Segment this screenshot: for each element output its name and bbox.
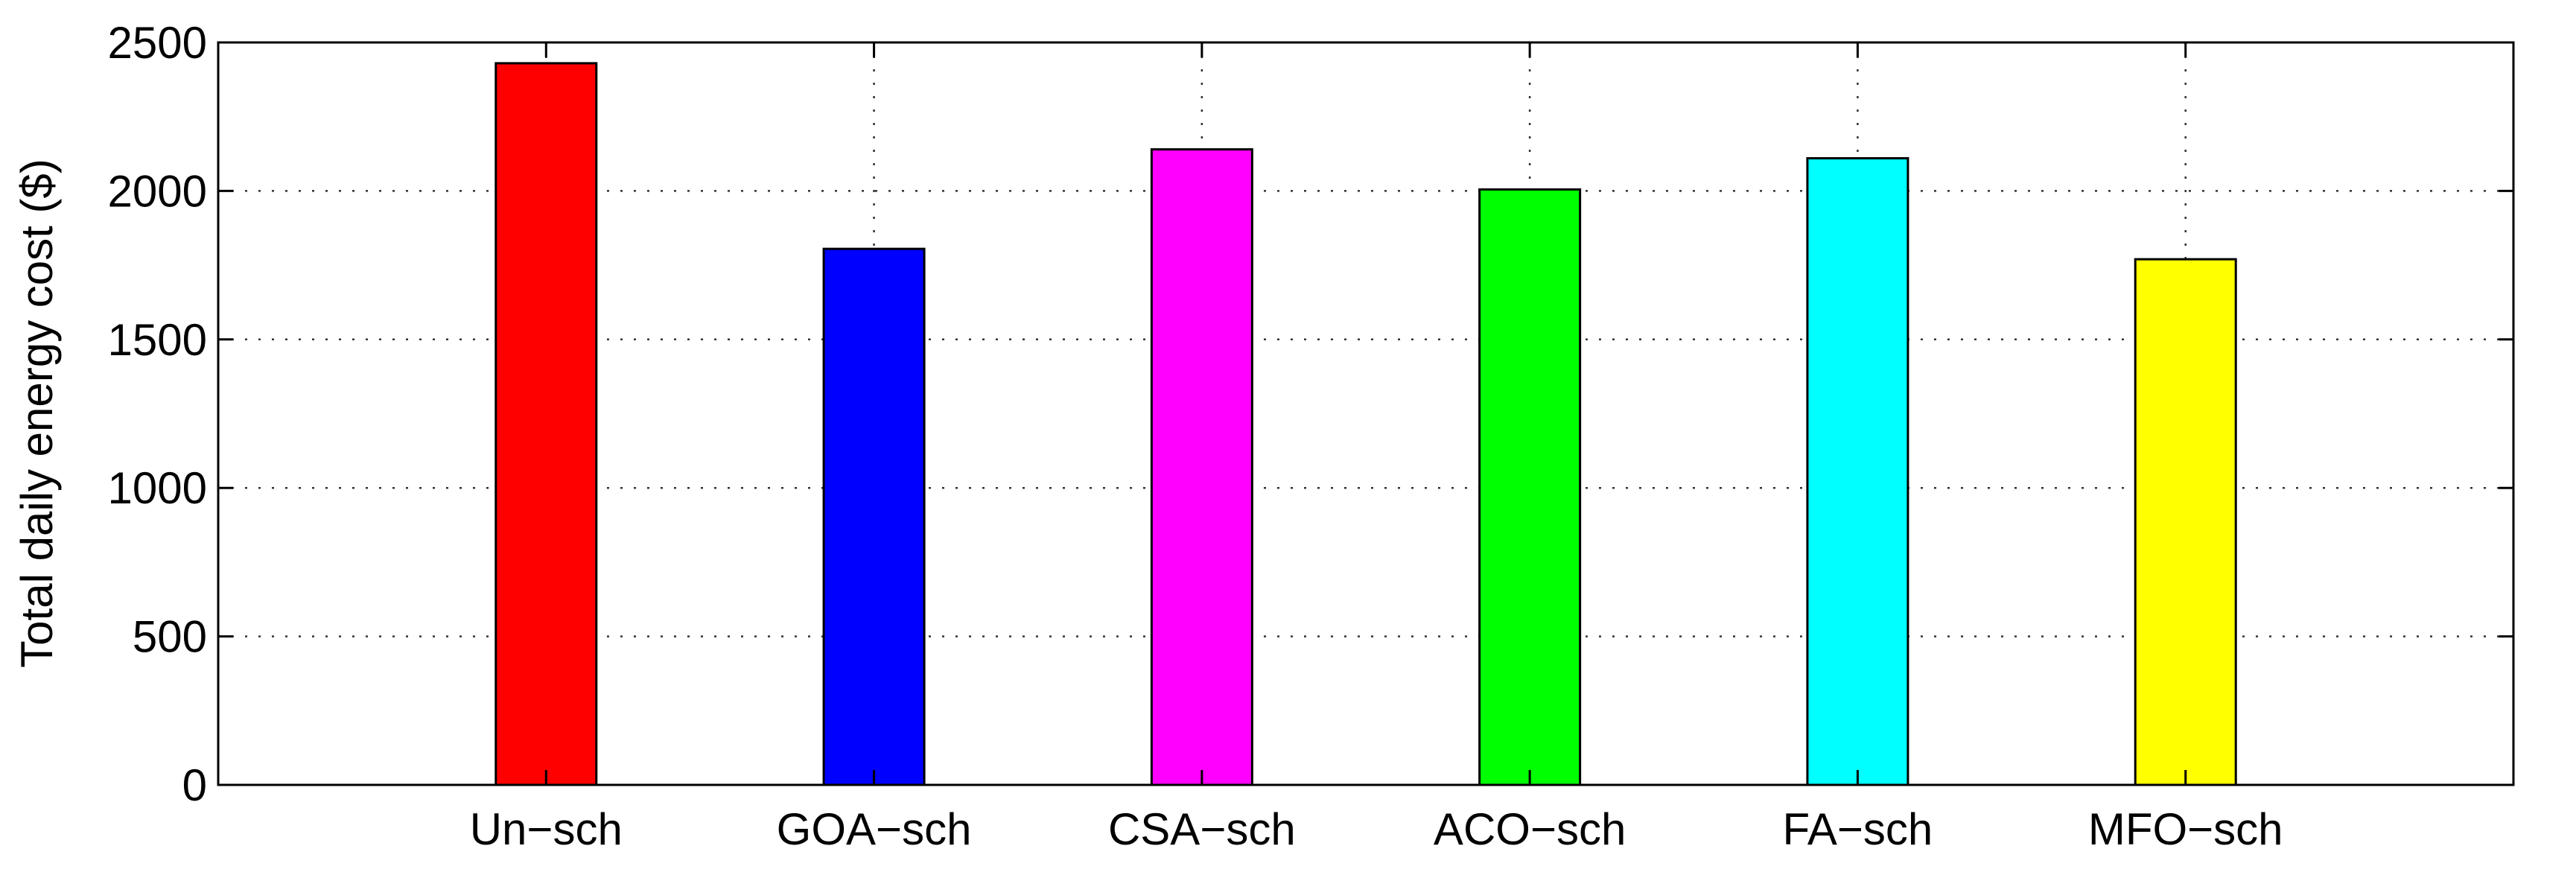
y-tick-label: 2000 xyxy=(108,166,207,216)
axis-ticks xyxy=(218,41,2513,786)
y-tick-label: 0 xyxy=(182,760,207,810)
y-tick-label: 500 xyxy=(133,612,207,662)
plot-frame xyxy=(217,41,2515,786)
y-tick-label: 1500 xyxy=(108,315,207,365)
bar-0 xyxy=(494,62,598,786)
x-tick-label: ACO−sch xyxy=(1434,804,1626,854)
y-tick-labels: 0 500 1000 1500 2000 2500 xyxy=(108,18,207,810)
y-axis-label: Total daily energy cost ($) xyxy=(12,159,62,668)
x-tick-label: MFO−sch xyxy=(2088,804,2283,854)
y-tick-label: 2500 xyxy=(108,18,207,68)
x-tick-label: FA−sch xyxy=(1783,804,1933,854)
bar-1 xyxy=(822,247,926,786)
x-tick-label: Un−sch xyxy=(470,804,623,854)
bar-3 xyxy=(1478,188,1582,786)
bars xyxy=(494,62,2237,786)
x-tick-label: GOA−sch xyxy=(777,804,972,854)
y-tick-label: 1000 xyxy=(108,463,207,513)
bar-4 xyxy=(1806,157,1909,786)
bar-2 xyxy=(1150,148,1253,786)
x-tick-label: CSA−sch xyxy=(1108,804,1296,854)
x-tick-labels: Un−sch GOA−sch CSA−sch ACO−sch FA−sch MFO−sch xyxy=(470,804,2283,854)
bar-5 xyxy=(2134,258,2237,786)
